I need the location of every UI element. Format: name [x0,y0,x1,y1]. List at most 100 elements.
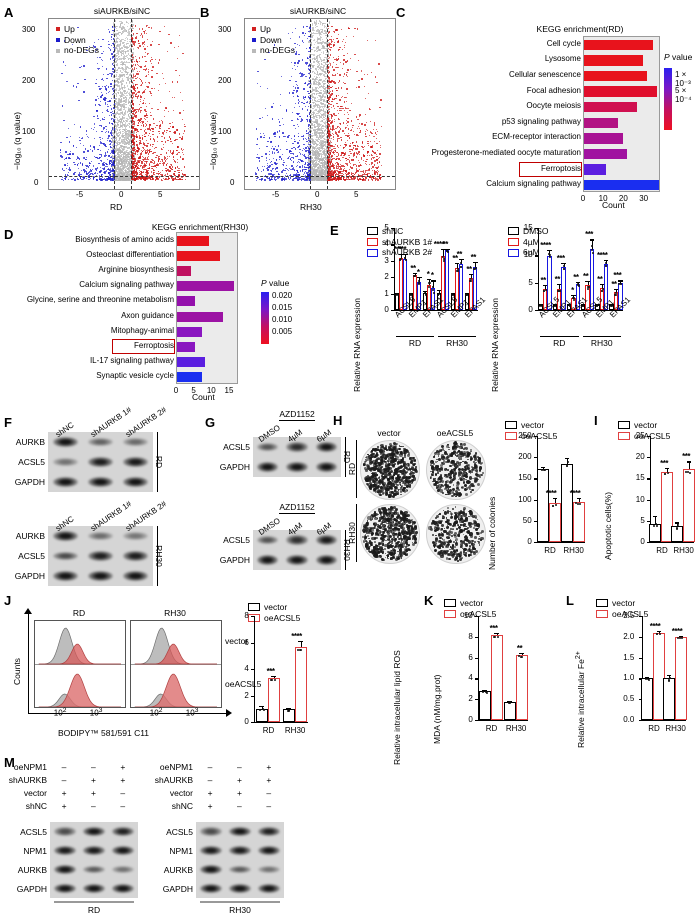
volcano-point [118,126,121,128]
volcano-point [123,164,125,166]
volcano-point [123,30,125,32]
volcano-point [126,86,128,88]
volcano-point [161,169,164,171]
volcano-point [155,156,157,158]
volcano-point [120,81,122,83]
volcano-point [146,45,149,48]
volcano-point [125,167,128,170]
volcano-point [110,75,113,77]
volcano-point [144,179,146,181]
volcano-point [118,20,120,22]
volcano-point [117,50,119,52]
volcano-point [117,136,120,138]
volcano-point [99,88,101,90]
volcano-point [94,149,96,151]
volcano-point [119,131,122,133]
volcano-point [317,87,320,90]
volcano-point [151,28,153,30]
volcano-point [103,127,106,129]
panel-a-title: siAURKB/siNC [93,6,151,16]
volcano-point [150,56,152,59]
volcano-point [110,83,112,85]
volcano-point [141,56,143,58]
volcano-point [125,31,127,33]
volcano-point [120,98,123,100]
volcano-point [120,165,122,167]
volcano-point [144,48,146,50]
volcano-point [117,43,119,45]
volcano-point [136,67,138,70]
volcano-point [107,106,110,108]
volcano-point [155,147,157,149]
volcano-point [118,161,120,163]
volcano-point [137,125,139,127]
volcano-point [134,166,136,168]
volcano-point [311,20,313,23]
volcano-point [120,29,122,31]
volcano-point [113,76,115,78]
volcano-point [132,52,134,55]
volcano-point [121,122,123,124]
volcano-point [168,156,171,158]
volcano-point [89,148,91,151]
volcano-point [101,91,103,94]
volcano-point [123,145,125,148]
volcano-point [121,100,124,103]
volcano-point [112,129,114,131]
volcano-point [123,108,125,111]
volcano-point [124,90,126,93]
volcano-point [130,96,132,99]
volcano-point [76,86,78,88]
volcano-point [314,26,317,29]
volcano-point [118,56,121,58]
volcano-point [126,168,128,170]
volcano-point [117,148,119,150]
volcano-point [135,141,138,143]
volcano-point [143,32,146,34]
volcano-point [139,137,141,139]
volcano-point [171,153,173,155]
volcano-point [127,40,129,42]
volcano-point [127,179,130,181]
volcano-point [143,160,145,163]
volcano-point [84,78,86,80]
volcano-point [129,137,131,139]
volcano-point [119,146,121,149]
volcano-point [124,166,126,168]
volcano-point [122,158,124,160]
volcano-point [115,132,117,134]
volcano-point [111,53,113,55]
volcano-point [116,29,118,32]
volcano-point [124,163,127,165]
volcano-point [166,173,168,175]
volcano-point [96,167,98,169]
volcano-point [323,97,326,99]
volcano-point [124,100,126,102]
volcano-point [169,122,171,125]
volcano-point [118,169,120,171]
volcano-point [123,50,126,53]
volcano-point [89,177,91,180]
volcano-point [102,85,104,87]
volcano-point [124,122,126,124]
volcano-point [144,145,146,147]
volcano-point [112,139,114,141]
volcano-point [135,37,137,39]
volcano-point [147,155,149,158]
volcano-point [119,44,121,46]
volcano-point [101,60,103,62]
volcano-point [128,156,130,158]
volcano-point [93,138,96,140]
volcano-point [161,140,163,142]
volcano-point [181,159,183,161]
volcano-point [126,38,129,40]
volcano-point [176,58,179,60]
volcano-point [121,160,123,162]
volcano-point [126,118,129,121]
volcano-point [121,161,123,163]
volcano-point [116,164,118,166]
volcano-point [173,173,175,175]
volcano-point [116,174,118,176]
volcano-point [129,131,131,133]
volcano-point [125,119,127,121]
